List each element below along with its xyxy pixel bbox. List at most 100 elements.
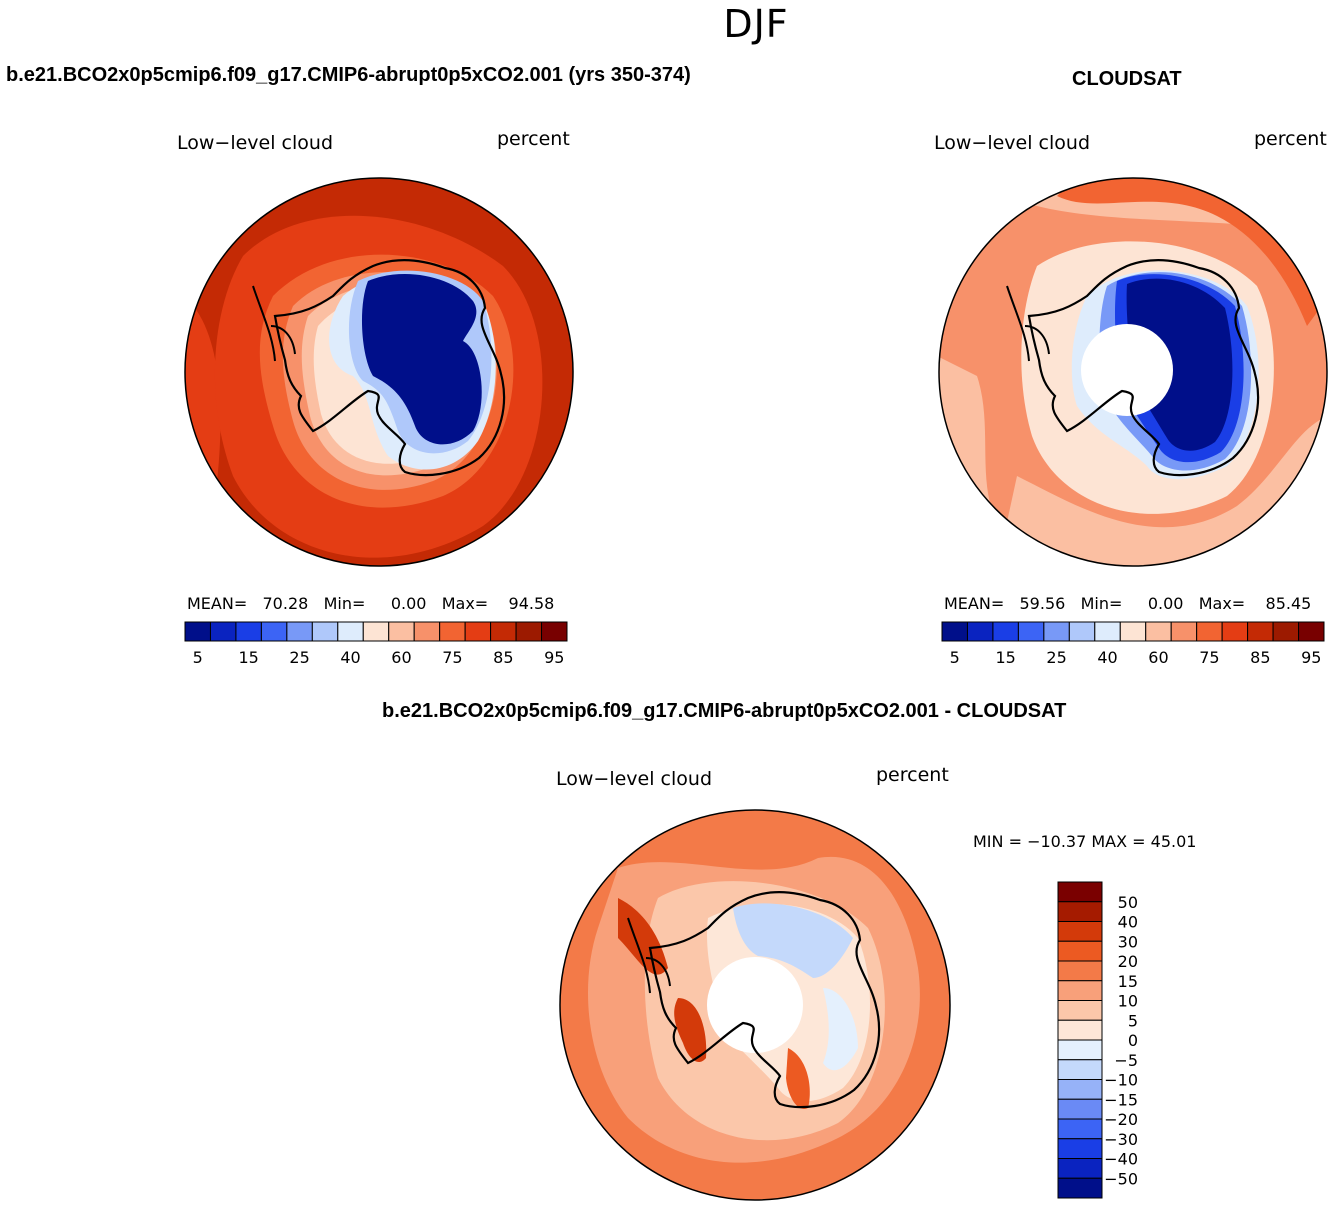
- min-value: 0.00: [1147, 594, 1184, 613]
- colorbar-tick-label: 40: [1097, 648, 1117, 667]
- colorbar-1: 5 15 25 40 60 75 85 95: [184, 621, 568, 667]
- colorbar-tick-label: 50: [1118, 893, 1138, 912]
- colorbar-swatch: [1057, 921, 1103, 942]
- colorbar-swatch: [1057, 901, 1103, 922]
- map-3-band: [674, 998, 707, 1063]
- colorbar-swatch: [1057, 1079, 1103, 1100]
- colorbar-swatch: [286, 621, 313, 642]
- max-value: 94.58: [508, 594, 555, 613]
- max-label: Max=: [441, 594, 489, 613]
- mean-label: MEAN=: [944, 594, 1005, 613]
- colorbar-tick-label: 85: [1250, 648, 1270, 667]
- colorbar-swatch: [1057, 1158, 1103, 1179]
- panel-1-title: b.e21.BCO2x0p5cmip6.f09_g17.CMIP6-abrupt…: [6, 64, 691, 86]
- colorbar-swatch: [515, 621, 543, 642]
- colorbar-tick-label: 25: [1046, 648, 1066, 667]
- colorbar-swatch: [235, 621, 262, 642]
- colorbar-swatch: [1057, 1039, 1103, 1061]
- colorbar-tick-label: −15: [1104, 1090, 1138, 1109]
- colorbar-tick-label: 0: [1128, 1031, 1138, 1050]
- colorbar-swatch: [337, 621, 364, 642]
- season-title: DJF: [723, 2, 789, 46]
- colorbar-swatch: [490, 621, 517, 642]
- panel-1-variable-label: Low−level cloud: [177, 132, 334, 154]
- min-label: Min=: [323, 594, 366, 613]
- colorbar-tick-label: 15: [238, 648, 258, 667]
- colorbar-swatch: [1247, 621, 1274, 642]
- max-label: Max=: [1198, 594, 1246, 613]
- colorbar-swatch: [1221, 621, 1249, 642]
- panel-2-units-label: percent: [1254, 128, 1327, 150]
- colorbar-swatch: [966, 621, 994, 642]
- colorbar-swatch: [1057, 1138, 1103, 1159]
- colorbar-2: 5 15 25 40 60 75 85 95: [941, 621, 1325, 667]
- colorbar-swatch: [1298, 621, 1325, 642]
- colorbar-swatch: [992, 621, 1019, 642]
- colorbar-swatch: [413, 621, 441, 642]
- colorbar-tick-label: 40: [1118, 913, 1138, 932]
- colorbar-tick-label: 30: [1118, 932, 1138, 951]
- panel-2-stats: MEAN= 59.56 Min= 0.00 Max= 85.45: [944, 594, 1311, 613]
- colorbar-swatch: [1057, 960, 1103, 982]
- max-value: 85.45: [1265, 594, 1312, 613]
- min-label: Min=: [1080, 594, 1123, 613]
- colorbar-swatch: [1196, 621, 1223, 642]
- map-3-band: [786, 1048, 810, 1109]
- colorbar-swatch: [1057, 980, 1103, 1001]
- map-3-peninsula: [627, 917, 671, 994]
- colorbar-swatch: [1272, 621, 1300, 642]
- colorbar-tick-label: −5: [1114, 1051, 1138, 1070]
- map-3-coastline: [648, 890, 881, 1109]
- colorbar-swatch: [1057, 1059, 1103, 1080]
- colorbar-swatch: [1057, 881, 1103, 903]
- colorbar-tick-label: 5: [1128, 1011, 1138, 1030]
- colorbar-tick-label: −20: [1104, 1110, 1138, 1129]
- colorbar-swatch: [1145, 621, 1172, 642]
- map-2-coastline: [1027, 258, 1260, 477]
- colorbar-tick-label: −40: [1104, 1150, 1138, 1169]
- colorbar-swatch: [184, 621, 211, 642]
- colorbar-tick-label: 85: [493, 648, 513, 667]
- min-value: 0.00: [390, 594, 427, 613]
- map-difference: [559, 809, 951, 1201]
- colorbar-swatch: [1057, 1118, 1103, 1140]
- mean-label: MEAN=: [187, 594, 248, 613]
- colorbar-tick-label: 5: [193, 648, 203, 667]
- panel-2-variable-label: Low−level cloud: [934, 132, 1091, 154]
- colorbar-tick-label: 20: [1118, 952, 1138, 971]
- map-1-border: [184, 177, 574, 567]
- colorbar-tick-label: 75: [1199, 648, 1219, 667]
- colorbar-swatch: [1119, 621, 1147, 642]
- colorbar-swatch: [541, 621, 568, 642]
- map-1-peninsula: [252, 285, 296, 362]
- colorbar-swatch: [1068, 621, 1096, 642]
- panel-3-variable-label: Low−level cloud: [556, 768, 713, 790]
- colorbar-swatch: [1094, 621, 1121, 642]
- panel-2-title: CLOUDSAT: [1072, 68, 1182, 90]
- map-cloudsat: [938, 177, 1328, 567]
- map-2-no-data: [1081, 324, 1173, 416]
- panel-1-units-label: percent: [497, 128, 570, 150]
- panel-3-minmax: MIN = −10.37 MAX = 45.01: [973, 832, 1197, 851]
- colorbar-tick-label: 25: [289, 648, 309, 667]
- map-3-band: [733, 903, 853, 978]
- colorbar-swatch: [311, 621, 339, 642]
- colorbar-swatch: [1057, 1177, 1103, 1199]
- mean-value: 70.28: [262, 594, 309, 613]
- colorbar-swatch: [1057, 1000, 1103, 1021]
- panel-3-title: b.e21.BCO2x0p5cmip6.f09_g17.CMIP6-abrupt…: [382, 700, 1067, 722]
- colorbar-tick-label: 15: [1118, 972, 1138, 991]
- colorbar-swatch: [260, 621, 288, 642]
- panel-1-stats: MEAN= 70.28 Min= 0.00 Max= 94.58: [187, 594, 554, 613]
- map-2-peninsula: [1006, 285, 1050, 362]
- colorbar-swatch: [1057, 1098, 1103, 1120]
- map-3-band: [618, 898, 668, 975]
- colorbar-swatch: [1017, 621, 1045, 642]
- mean-value: 59.56: [1019, 594, 1066, 613]
- colorbar-tick-label: 60: [391, 648, 411, 667]
- panel-3-units-label: percent: [876, 764, 949, 786]
- colorbar-tick-label: 95: [1301, 648, 1321, 667]
- colorbar-swatch: [464, 621, 492, 642]
- colorbar-swatch: [1170, 621, 1198, 642]
